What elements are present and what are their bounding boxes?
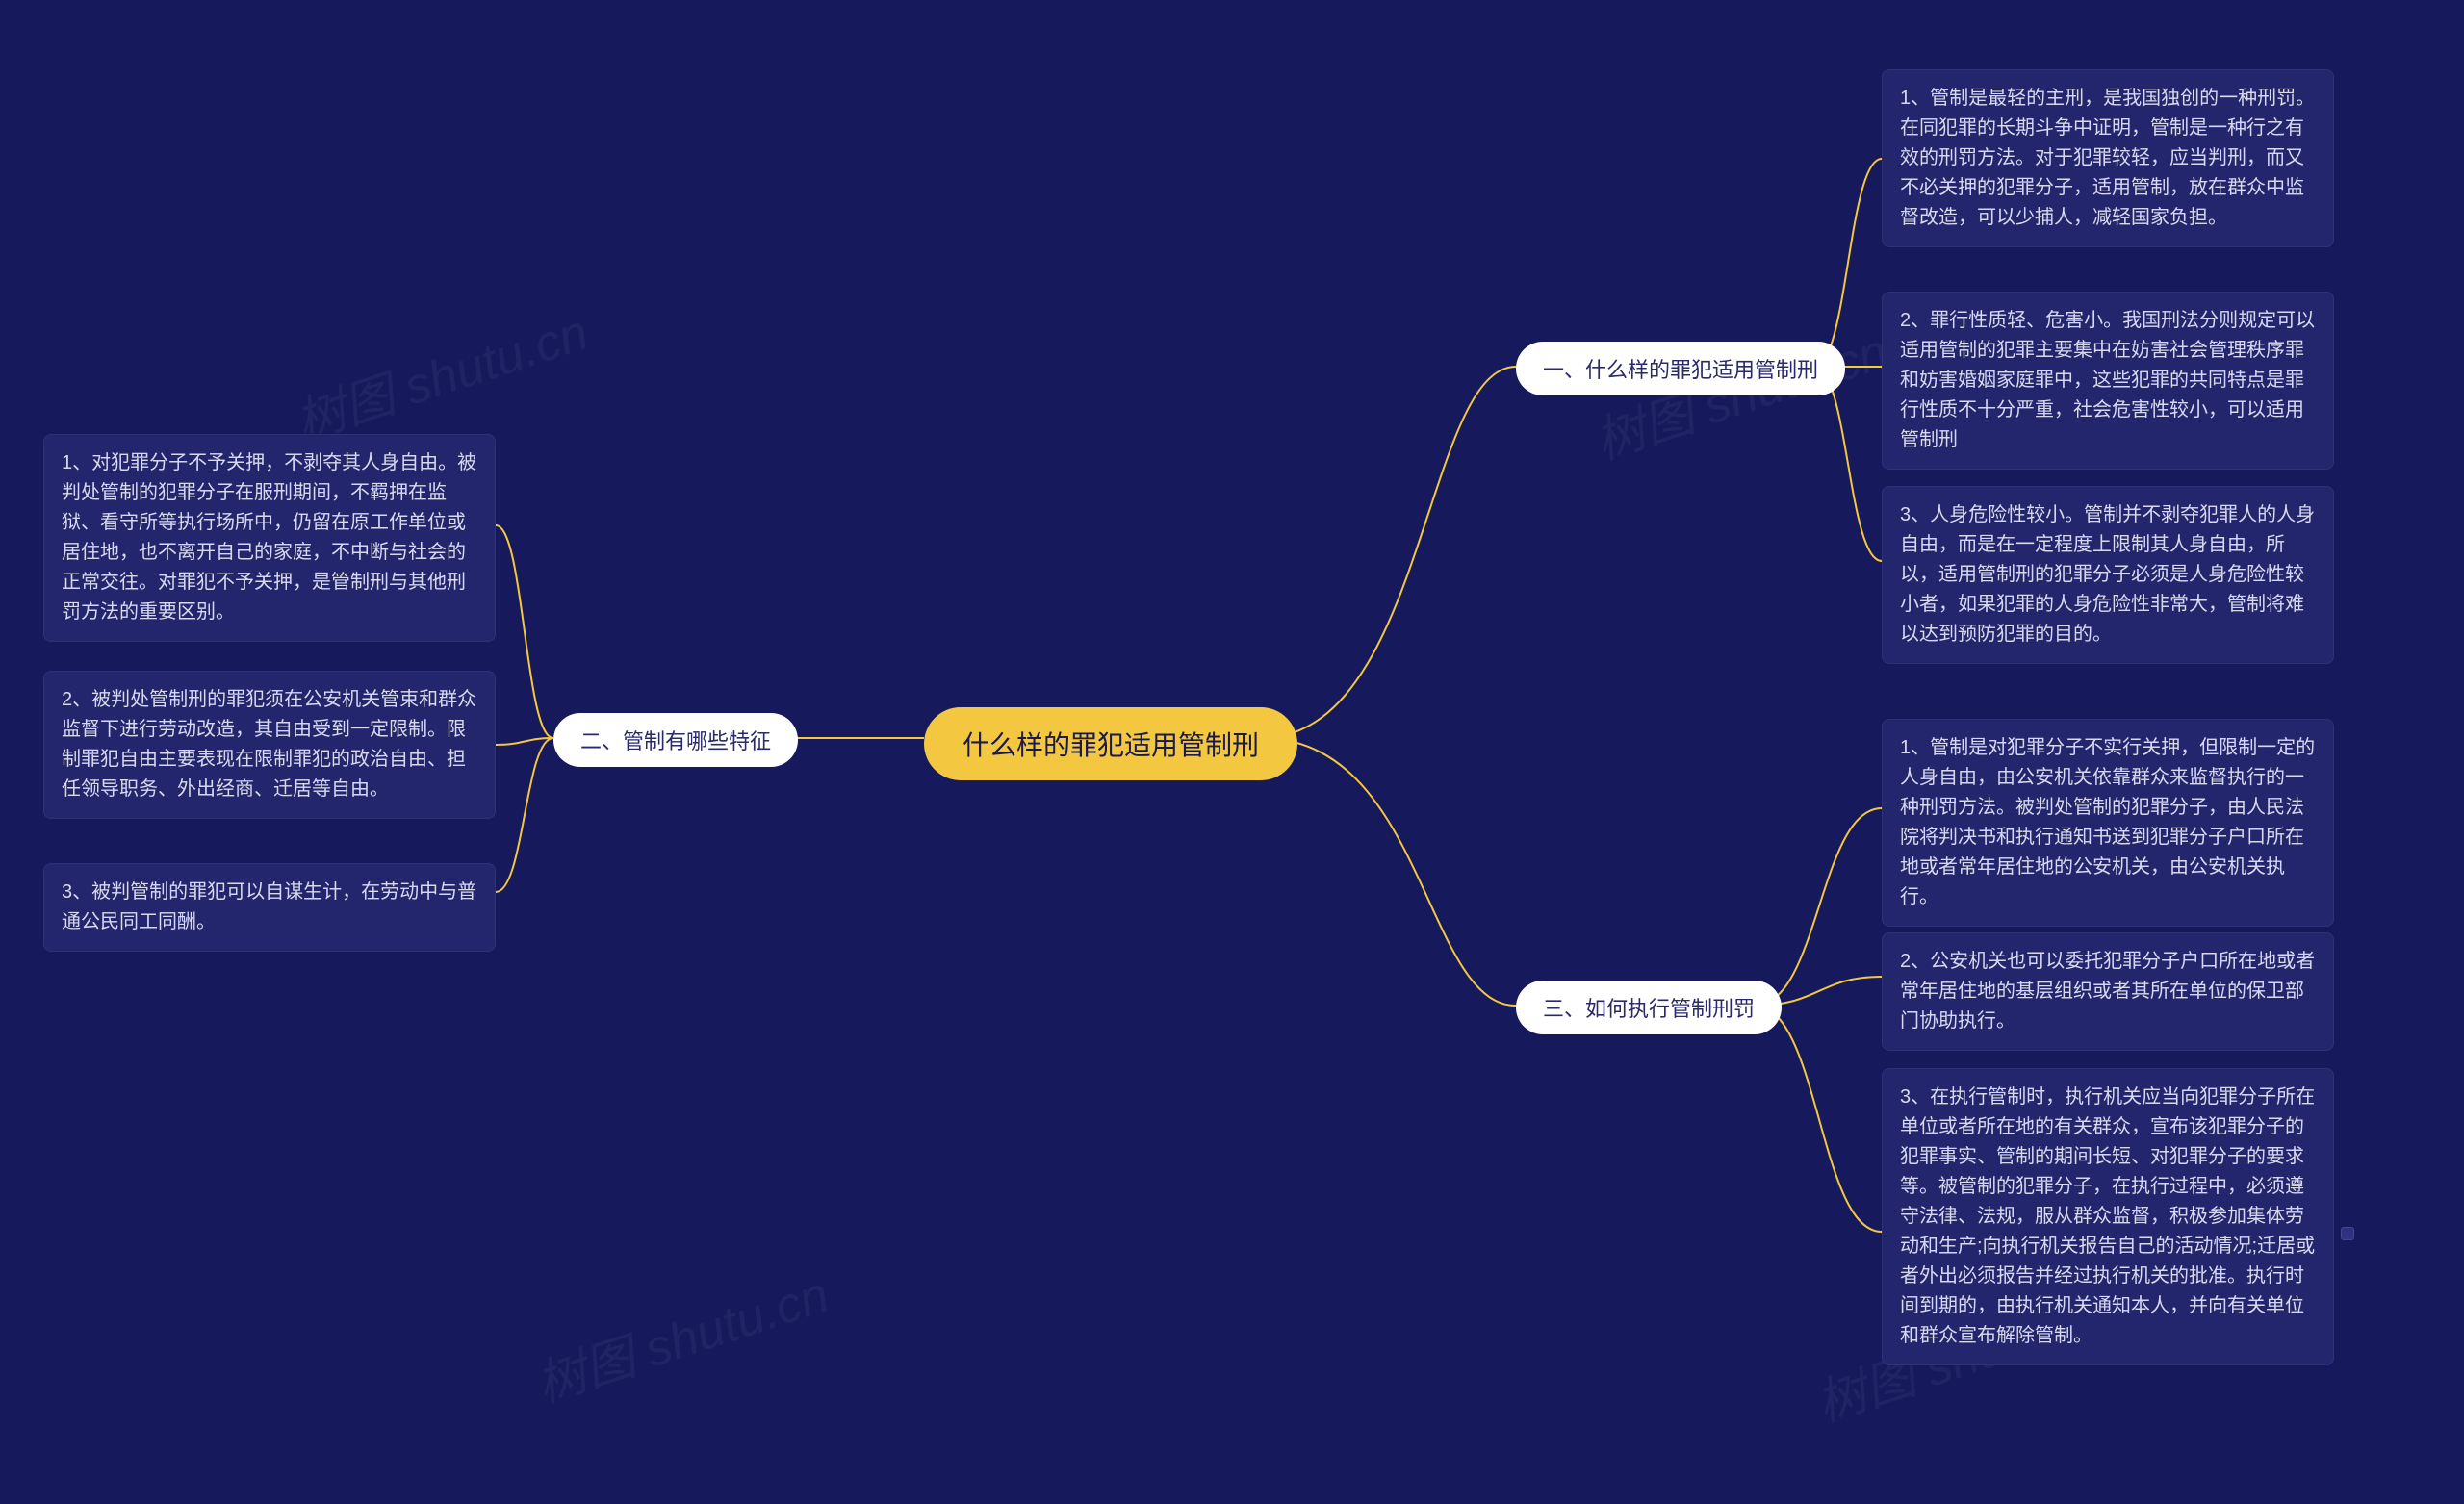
branch-one-leaf-1[interactable]: 1、管制是最轻的主刑，是我国独创的一种刑罚。在同犯罪的长期斗争中证明，管制是一种… [1882, 69, 2334, 247]
watermark: 树图 shutu.cn [285, 292, 596, 454]
branch-two-leaf-1[interactable]: 1、对犯罪分子不予关押，不剥夺其人身自由。被判处管制的犯罪分子在服刑期间，不羁押… [43, 434, 496, 642]
root-node[interactable]: 什么样的罪犯适用管制刑 [924, 707, 1297, 780]
branch-one-leaf-2[interactable]: 2、罪行性质轻、危害小。我国刑法分则规定可以适用管制的犯罪主要集中在妨害社会管理… [1882, 292, 2334, 470]
branch-one[interactable]: 一、什么样的罪犯适用管制刑 [1516, 342, 1845, 395]
watermark: 树图 shutu.cn [526, 1254, 836, 1416]
branch-three-leaf-2[interactable]: 2、公安机关也可以委托犯罪分子户口所在地或者常年居住地的基层组织或者其所在单位的… [1882, 932, 2334, 1051]
branch-one-leaf-3[interactable]: 3、人身危险性较小。管制并不剥夺犯罪人的人身自由，而是在一定程度上限制其人身自由… [1882, 486, 2334, 664]
branch-two[interactable]: 二、管制有哪些特征 [553, 713, 798, 767]
branch-three-leaf-3[interactable]: 3、在执行管制时，执行机关应当向犯罪分子所在单位或者所在地的有关群众，宣布该犯罪… [1882, 1068, 2334, 1365]
branch-three[interactable]: 三、如何执行管制刑罚 [1516, 981, 1782, 1034]
branch-two-leaf-3[interactable]: 3、被判管制的罪犯可以自谋生计，在劳动中与普通公民同工同酬。 [43, 863, 496, 952]
branch-three-leaf-1[interactable]: 1、管制是对犯罪分子不实行关押，但限制一定的人身自由，由公安机关依靠群众来监督执… [1882, 719, 2334, 927]
branch-two-leaf-2[interactable]: 2、被判处管制刑的罪犯须在公安机关管束和群众监督下进行劳动改造，其自由受到一定限… [43, 671, 496, 819]
expand-dot[interactable] [2341, 1227, 2354, 1240]
mindmap-canvas: 树图 shutu.cn 树图 shutu.cn 树图 shutu.cn 树图 s… [0, 0, 2464, 1504]
